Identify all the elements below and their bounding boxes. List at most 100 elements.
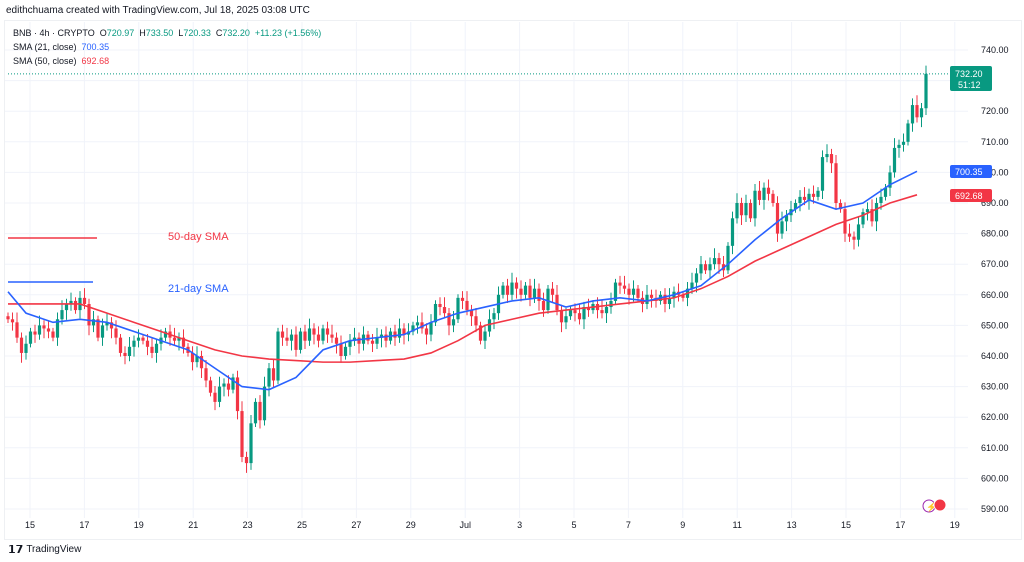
candle-body	[915, 105, 919, 118]
candle	[820, 150, 825, 200]
candle	[397, 318, 402, 343]
candle	[631, 280, 636, 302]
candle-body	[55, 319, 60, 338]
last-price-value: 732.20	[955, 69, 983, 79]
candle-body	[541, 300, 546, 311]
candle	[681, 291, 685, 302]
candle-body	[807, 193, 811, 200]
candle	[339, 335, 343, 363]
candle-body	[694, 273, 699, 283]
y-tick-label: 680.00	[981, 229, 1009, 239]
candle-body	[339, 343, 343, 356]
candle-body	[348, 340, 352, 347]
events-icon[interactable]: ⚡	[922, 498, 947, 513]
candle	[456, 294, 460, 323]
candle-body	[10, 319, 15, 323]
candle	[847, 223, 852, 242]
candle-body	[204, 368, 208, 381]
candle-body	[816, 190, 820, 197]
candle	[532, 278, 537, 304]
candle	[474, 307, 478, 333]
candle-body	[136, 337, 141, 341]
candle	[492, 307, 496, 330]
candle-body	[757, 190, 762, 200]
candle-body	[231, 377, 235, 390]
candle-body	[703, 264, 708, 271]
candle-body	[271, 368, 276, 381]
candle	[366, 330, 370, 345]
candle-body	[636, 288, 640, 298]
candle-body	[244, 456, 249, 464]
x-tick-label: 15	[841, 520, 851, 530]
x-tick-label: 23	[243, 520, 253, 530]
candle	[690, 272, 694, 294]
candle-body	[478, 325, 483, 341]
candle-body	[532, 288, 537, 298]
candle-body	[726, 245, 730, 271]
candle	[784, 210, 789, 232]
candle-body	[60, 310, 64, 320]
sma21-label[interactable]: SMA (21, close)	[13, 42, 77, 52]
time-axis: 15 17 19 21 23 25 27 29 Jul 3 5 7 9 11 13 15 17 19	[25, 520, 960, 530]
sma50-label[interactable]: SMA (50, close)	[13, 56, 77, 66]
candle	[96, 315, 100, 342]
high-value: 733.50	[145, 28, 174, 38]
candle	[217, 376, 222, 408]
candle-body	[622, 285, 627, 289]
candle-body	[420, 322, 424, 329]
candle-body	[141, 337, 145, 341]
candle-body	[604, 307, 609, 314]
candle-body	[154, 343, 159, 353]
candle	[573, 303, 577, 322]
candle	[663, 288, 667, 313]
candle	[163, 327, 168, 342]
candle	[708, 257, 712, 279]
candle-body	[73, 300, 78, 311]
candle	[226, 375, 231, 397]
candle	[649, 289, 654, 308]
candle-body	[357, 337, 361, 344]
candle	[901, 133, 906, 152]
price-label-sma50: 692.68	[950, 189, 992, 202]
candle-body	[501, 285, 505, 295]
candle-body	[181, 337, 186, 347]
candle-body	[429, 322, 433, 335]
candle	[15, 312, 19, 343]
x-tick-label: 13	[787, 520, 797, 530]
candle	[258, 395, 262, 429]
x-tick-label: 19	[134, 520, 144, 530]
candle	[514, 277, 519, 299]
sma21-line	[7, 170, 918, 391]
candle-body	[334, 337, 339, 344]
candle-body	[568, 310, 573, 317]
x-tick-label: 19	[950, 520, 960, 530]
candle	[204, 359, 208, 388]
change-value: +11.23 (+1.56%)	[254, 28, 322, 38]
sma21-axis-value: 700.35	[955, 167, 983, 177]
x-tick-label: 25	[297, 520, 307, 530]
candle	[73, 297, 78, 314]
symbol-label[interactable]: BNB · 4h · CRYPTO	[13, 28, 95, 38]
candle	[618, 275, 622, 294]
candle	[501, 281, 505, 299]
candle	[798, 190, 802, 212]
candle-body	[69, 300, 73, 304]
candle-body	[87, 303, 91, 326]
candle-body	[753, 190, 757, 219]
ohlc-row: BNB · 4h · CRYPTO O720.97 H733.50 L720.3…	[13, 28, 322, 38]
candle	[87, 298, 91, 336]
candle	[411, 321, 415, 336]
candle	[703, 260, 708, 274]
candle	[510, 272, 514, 301]
candle	[51, 327, 55, 342]
candle	[478, 321, 483, 345]
candle	[276, 327, 280, 385]
candle	[748, 199, 753, 222]
candle-body	[42, 325, 46, 329]
candle	[600, 300, 604, 319]
candle-body	[514, 282, 519, 289]
y-tick-label: 670.00	[981, 259, 1009, 269]
candle	[33, 324, 37, 343]
countdown-value: 51:12	[958, 80, 981, 90]
